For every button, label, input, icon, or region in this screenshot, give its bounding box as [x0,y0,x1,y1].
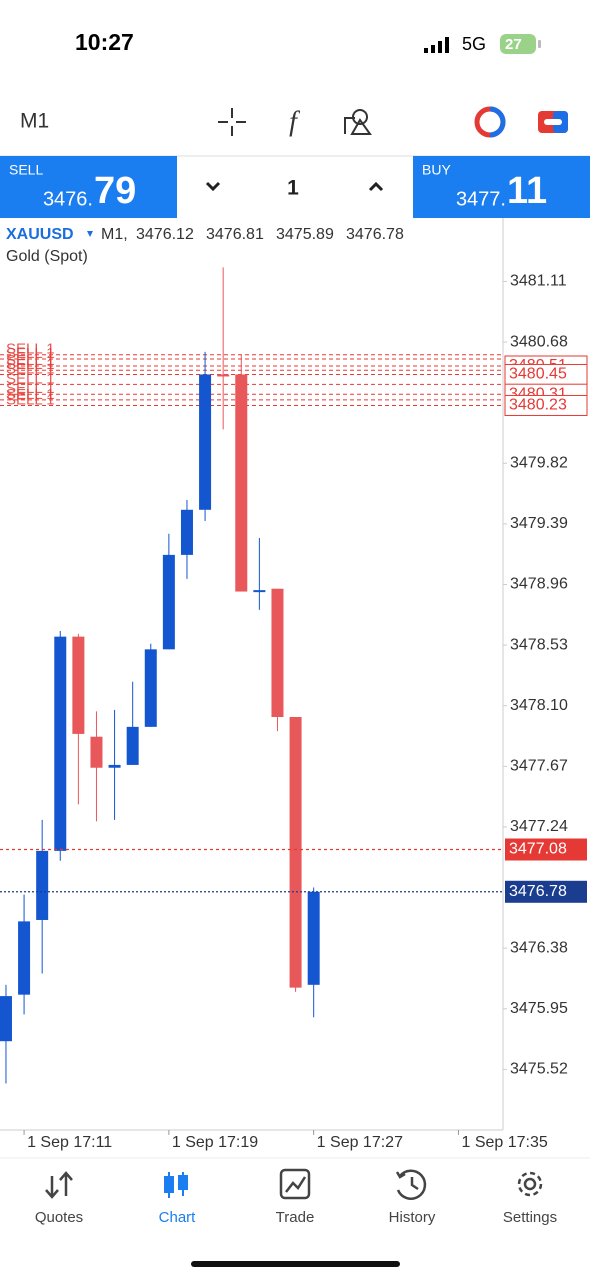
order-label[interactable]: SELL 1 [6,341,55,358]
y-tick-label: 3477.24 [510,818,568,835]
history-icon [395,1169,427,1200]
header-close: 3476.78 [346,226,404,243]
candle-body [307,891,320,985]
status-time: 10:27 [75,29,134,55]
header-low: 3475.89 [276,226,334,243]
header-open: 3476.12 [136,226,194,243]
trade-icon [279,1168,311,1200]
sell-label: SELL [9,162,43,178]
trade-mode-button[interactable] [474,106,506,138]
header-high: 3476.81 [206,226,264,243]
order-label[interactable]: SELL 1 [6,370,55,387]
volume-up[interactable] [368,181,384,192]
x-tick-label: 1 Sep 17:27 [317,1134,403,1151]
one-click-button[interactable] [538,111,568,133]
volume-value[interactable]: 1 [287,177,299,200]
candle-body [199,374,212,510]
candle-body [235,374,248,592]
candle-body [144,649,157,727]
indicators-button[interactable]: f [289,106,300,137]
buy-button[interactable] [413,156,590,218]
network-type: 5G [462,34,486,54]
nav-label[interactable]: Quotes [35,1209,83,1226]
x-tick-label: 1 Sep 17:19 [172,1134,258,1151]
timeframe-button[interactable]: M1 [20,110,49,133]
candle-body [289,716,302,988]
symbol-dropdown[interactable] [87,231,93,237]
chart-icon [164,1172,188,1198]
nav-label[interactable]: History [389,1209,436,1226]
order-tag-label: 3480.45 [509,366,567,383]
symbol[interactable]: XAUUSD [6,226,74,243]
sell-button[interactable] [0,156,177,218]
bid-tag [505,880,587,903]
x-tick-label: 1 Sep 17:11 [27,1134,112,1151]
y-tick-label: 3475.52 [510,1061,568,1078]
order-tag-label: 3480.23 [509,397,567,414]
candle-body [72,636,85,734]
ask-tag [505,838,587,861]
candle-body [0,996,12,1042]
y-tick-label: 3479.39 [510,515,568,532]
sell-price-head: 3476. [43,188,93,210]
volume-down[interactable] [205,181,221,192]
order-label[interactable]: SELL 1 [6,380,55,397]
candle-body [36,850,49,920]
quotes-icon [45,1171,73,1199]
order-tag [504,394,588,416]
candle-body [253,590,266,593]
order-label[interactable]: SELL 1 [6,345,55,362]
y-tick-label: 3475.95 [510,1000,568,1017]
plot: 3481.11 3480.68 3479.82 3479.39 3478.96 3478.… [0,267,588,1151]
y-tick-label: 3480.68 [510,333,568,350]
candle-body [217,374,230,377]
y-tick-label: 3479.82 [510,454,568,471]
battery-icon [500,34,536,54]
order-label[interactable]: SELL 1 [6,360,55,377]
y-tick-label: 3478.96 [510,576,568,593]
order-label[interactable]: SELL 1 [6,356,55,373]
nav-label[interactable]: Chart [159,1209,197,1226]
buy-price-tail: 11 [507,170,547,212]
y-tick-label: 3478.53 [510,636,568,653]
battery-tip [538,40,541,48]
home-indicator [191,1261,400,1267]
order-label[interactable]: SELL 1 [6,391,55,408]
header-period: M1, [101,226,128,243]
y-tick-label: 3478.10 [510,697,568,714]
candle-body [108,764,121,768]
sell-price-tail: 79 [94,170,136,212]
candle-body [271,588,284,717]
symbol-description: Gold (Spot) [6,248,88,265]
y-tick-label: 3481.11 [510,273,567,290]
candle-body [180,509,193,555]
objects-button[interactable] [344,109,372,135]
candle-body [18,921,31,995]
bottom-nav: Quotes Chart Trade History Settings [35,1209,557,1226]
order-label[interactable]: SELL 1 [6,352,55,369]
bid-tag-label: 3476.78 [509,883,567,900]
buy-price-head: 3477. [456,188,506,210]
y-tick-label: 3477.67 [510,758,568,775]
order-label[interactable]: SELL 1 [6,386,55,403]
ask-tag-label: 3477.08 [509,841,567,858]
candle-body [162,554,175,650]
crosshair-button[interactable] [218,108,246,136]
candle-body [54,636,67,851]
settings-icon [517,1171,543,1197]
chart-header: M1, 3476.12 3476.81 3475.89 3476.78 [101,226,404,243]
x-tick-label: 1 Sep 17:35 [461,1134,547,1151]
battery-level: 27 [505,36,522,53]
candle-body [126,726,139,765]
nav-label[interactable]: Trade [276,1209,315,1226]
signal-icon [424,37,449,53]
y-tick-label: 3476.38 [510,939,568,956]
candle-body [90,736,103,768]
nav-label[interactable]: Settings [503,1209,557,1226]
buy-label: BUY [422,162,451,178]
